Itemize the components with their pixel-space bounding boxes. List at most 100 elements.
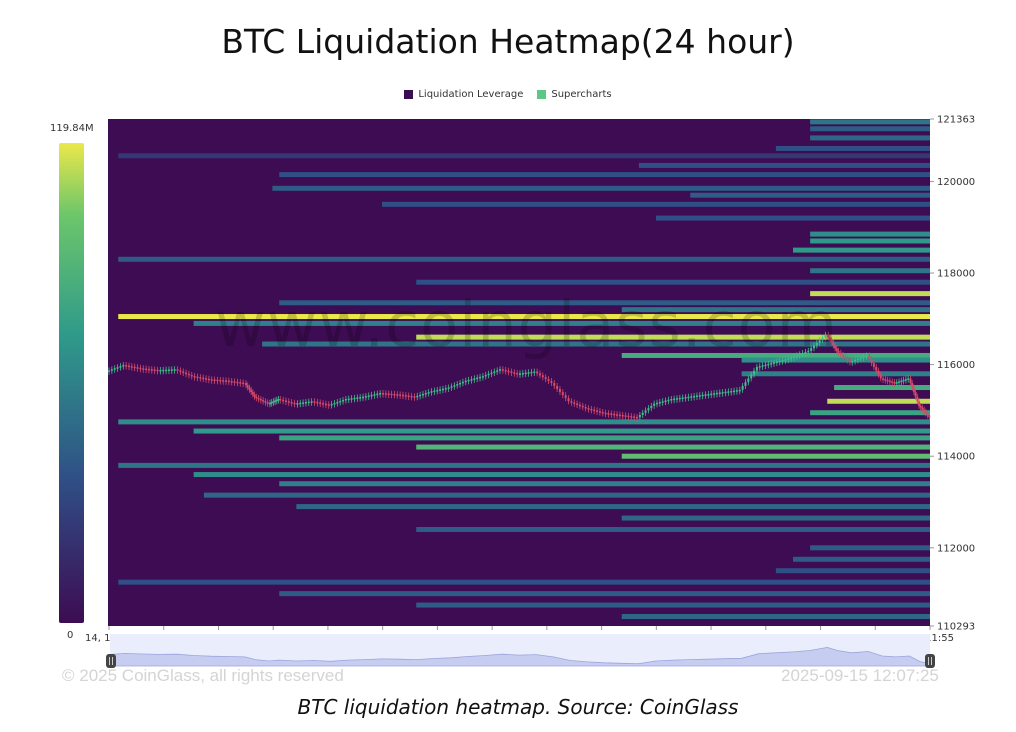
candle-body	[162, 369, 165, 372]
candle-body	[573, 402, 576, 404]
candle-body	[630, 416, 633, 418]
candle-body	[750, 374, 753, 379]
candle-body	[715, 392, 718, 395]
liquidation-band	[272, 185, 930, 191]
candle-body	[911, 382, 914, 388]
y-tick-label: 120000	[937, 177, 975, 188]
candle-body	[441, 388, 444, 391]
candle-body	[581, 405, 584, 408]
price-candles	[108, 331, 931, 422]
candle-body	[761, 365, 764, 367]
y-tick-label: 121363	[937, 115, 975, 126]
candle-body	[553, 382, 556, 386]
liquidation-band	[262, 341, 930, 347]
candle-body	[487, 373, 490, 376]
candle-body	[787, 358, 790, 361]
liquidation-band	[775, 568, 930, 574]
y-tick-label: 118000	[937, 269, 975, 280]
liquidation-band	[793, 556, 930, 562]
legend-item-supercharts[interactable]: Supercharts	[537, 89, 612, 100]
candle-body	[627, 415, 630, 418]
candle-body	[259, 398, 262, 401]
candle-body	[390, 393, 393, 396]
candle-body	[812, 345, 815, 349]
candle-body	[116, 367, 119, 369]
candle-body	[227, 380, 230, 383]
candle-body	[513, 372, 516, 374]
candle-body	[713, 393, 716, 395]
candle-body	[764, 364, 767, 367]
liquidation-band	[810, 545, 930, 551]
candle-body	[698, 395, 701, 397]
candle-body	[296, 403, 299, 405]
candle-body	[613, 413, 616, 416]
candle-body	[670, 398, 673, 401]
candle-body	[299, 402, 302, 405]
liquidation-band	[621, 352, 930, 358]
candle-body	[928, 415, 931, 418]
copyright-text: © 2025 CoinGlass, all rights reserved	[62, 666, 344, 685]
candle-body	[607, 413, 610, 415]
candle-body	[133, 366, 136, 369]
candle-body	[110, 369, 113, 371]
liquidation-band	[775, 145, 930, 151]
timestamp-text: 2025-09-15 12:07:25	[781, 666, 939, 685]
candle-body	[479, 376, 482, 379]
candle-body	[570, 401, 573, 403]
candle-body	[909, 378, 912, 383]
candle-body	[576, 403, 579, 406]
navigator-left-handle[interactable]	[106, 654, 116, 668]
liquidation-band	[810, 126, 930, 132]
liquidation-band	[193, 472, 930, 478]
candle-body	[884, 379, 887, 381]
candle-body	[364, 396, 367, 398]
candle-body	[541, 375, 544, 378]
liquidation-band	[621, 453, 930, 459]
liquidation-band	[193, 320, 930, 326]
candle-body	[307, 401, 310, 404]
candle-body	[870, 359, 873, 364]
candle-body	[616, 414, 619, 416]
candle-body	[170, 369, 173, 371]
legend-swatch	[404, 90, 414, 99]
liquidation-band	[810, 268, 930, 274]
liquidation-band	[810, 119, 930, 125]
legend-label: Liquidation Leverage	[418, 89, 524, 100]
candle-body	[136, 367, 139, 369]
candle-body	[467, 379, 470, 382]
candle-body	[302, 402, 305, 404]
candle-body	[681, 397, 684, 399]
candle-body	[501, 369, 504, 371]
candle-body	[339, 400, 342, 403]
candle-body	[721, 392, 724, 394]
candle-body	[536, 371, 539, 374]
candle-body	[784, 359, 787, 361]
candle-body	[421, 393, 424, 396]
liquidation-band	[810, 291, 930, 297]
candle-body	[875, 366, 878, 371]
navigator-right-handle[interactable]	[925, 654, 935, 668]
candle-body	[459, 382, 462, 385]
candle-body	[236, 381, 239, 384]
liquidation-band	[810, 238, 930, 244]
candle-body	[844, 356, 847, 359]
candle-body	[167, 369, 170, 372]
candle-body	[379, 393, 382, 395]
candle-body	[804, 352, 807, 354]
legend-item-liquidation-leverage[interactable]: Liquidation Leverage	[404, 89, 523, 100]
candle-body	[778, 360, 781, 363]
candle-body	[882, 378, 885, 380]
candle-body	[399, 394, 402, 396]
candle-body	[842, 354, 845, 357]
candle-body	[533, 371, 536, 373]
candle-body	[598, 411, 601, 413]
figure-caption: BTC liquidation heatmap. Source: CoinGla…	[297, 695, 739, 719]
candle-body	[538, 373, 541, 376]
candle-body	[499, 369, 502, 371]
candle-body	[710, 393, 713, 396]
candle-body	[216, 379, 219, 382]
candle-body	[693, 395, 696, 398]
navigator[interactable]	[107, 634, 931, 667]
candle-body	[837, 350, 840, 353]
